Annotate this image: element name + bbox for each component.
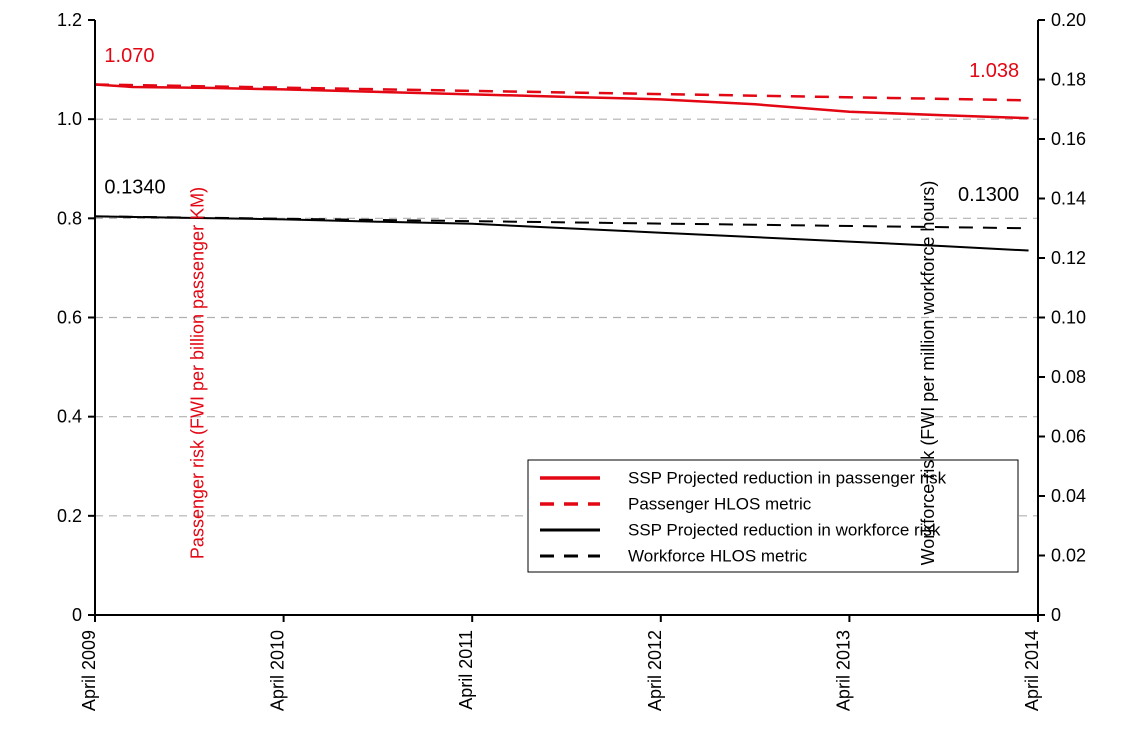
annotation: 1.038 [969,60,1019,82]
risk-chart: Passenger risk (FWI per billion passenge… [0,0,1133,745]
y-right-tick-label: 0.08 [1051,367,1086,387]
annotation: 1.070 [104,45,154,67]
y-left-tick-label: 0 [72,605,82,625]
y-right-axis-label: Workforce risk (FWI per million workforc… [918,180,939,565]
annotation: 0.1300 [958,184,1019,206]
y-left-tick-label: 0.8 [57,208,82,228]
y-left-axis-label: Passenger risk (FWI per billion passenge… [188,186,209,558]
y-right-tick-label: 0.06 [1051,427,1086,447]
annotation: 0.1340 [104,177,165,199]
x-tick-label: April 2012 [645,630,665,711]
y-right-tick-label: 0.04 [1051,486,1086,506]
y-left-tick-label: 0.2 [57,506,82,526]
y-left-tick-label: 1.2 [57,10,82,30]
y-left-tick-label: 0.4 [57,407,82,427]
y-right-tick-label: 0.02 [1051,546,1086,566]
y-right-tick-label: 0.18 [1051,70,1086,90]
y-right-tick-label: 0.10 [1051,308,1086,328]
y-right-tick-label: 0.16 [1051,129,1086,149]
legend-label: Workforce HLOS metric [628,546,808,565]
legend-label: SSP Projected reduction in workforce ris… [628,520,941,539]
x-tick-label: April 2009 [79,630,99,711]
chart-svg: 0 0.2 0.4 0.6 0.8 1.0 1.2 0 0.02 0.04 0.06 0.08 0.10… [0,0,1133,745]
y-right-tick-label: 0 [1051,605,1061,625]
y-left-tick-label: 0.6 [57,308,82,328]
y-right-tick-label: 0.20 [1051,10,1086,30]
x-tick-label: April 2014 [1022,630,1042,711]
y-right-tick-label: 0.14 [1051,189,1086,209]
chart-background [0,0,1133,745]
x-tick-label: April 2010 [268,630,288,711]
legend-label: SSP Projected reduction in passenger ris… [628,468,947,487]
legend-label: Passenger HLOS metric [628,494,812,513]
x-tick-label: April 2011 [456,630,476,710]
y-left-tick-label: 1.0 [57,109,82,129]
y-right-tick-label: 0.12 [1051,248,1086,268]
x-tick-label: April 2013 [833,630,853,711]
